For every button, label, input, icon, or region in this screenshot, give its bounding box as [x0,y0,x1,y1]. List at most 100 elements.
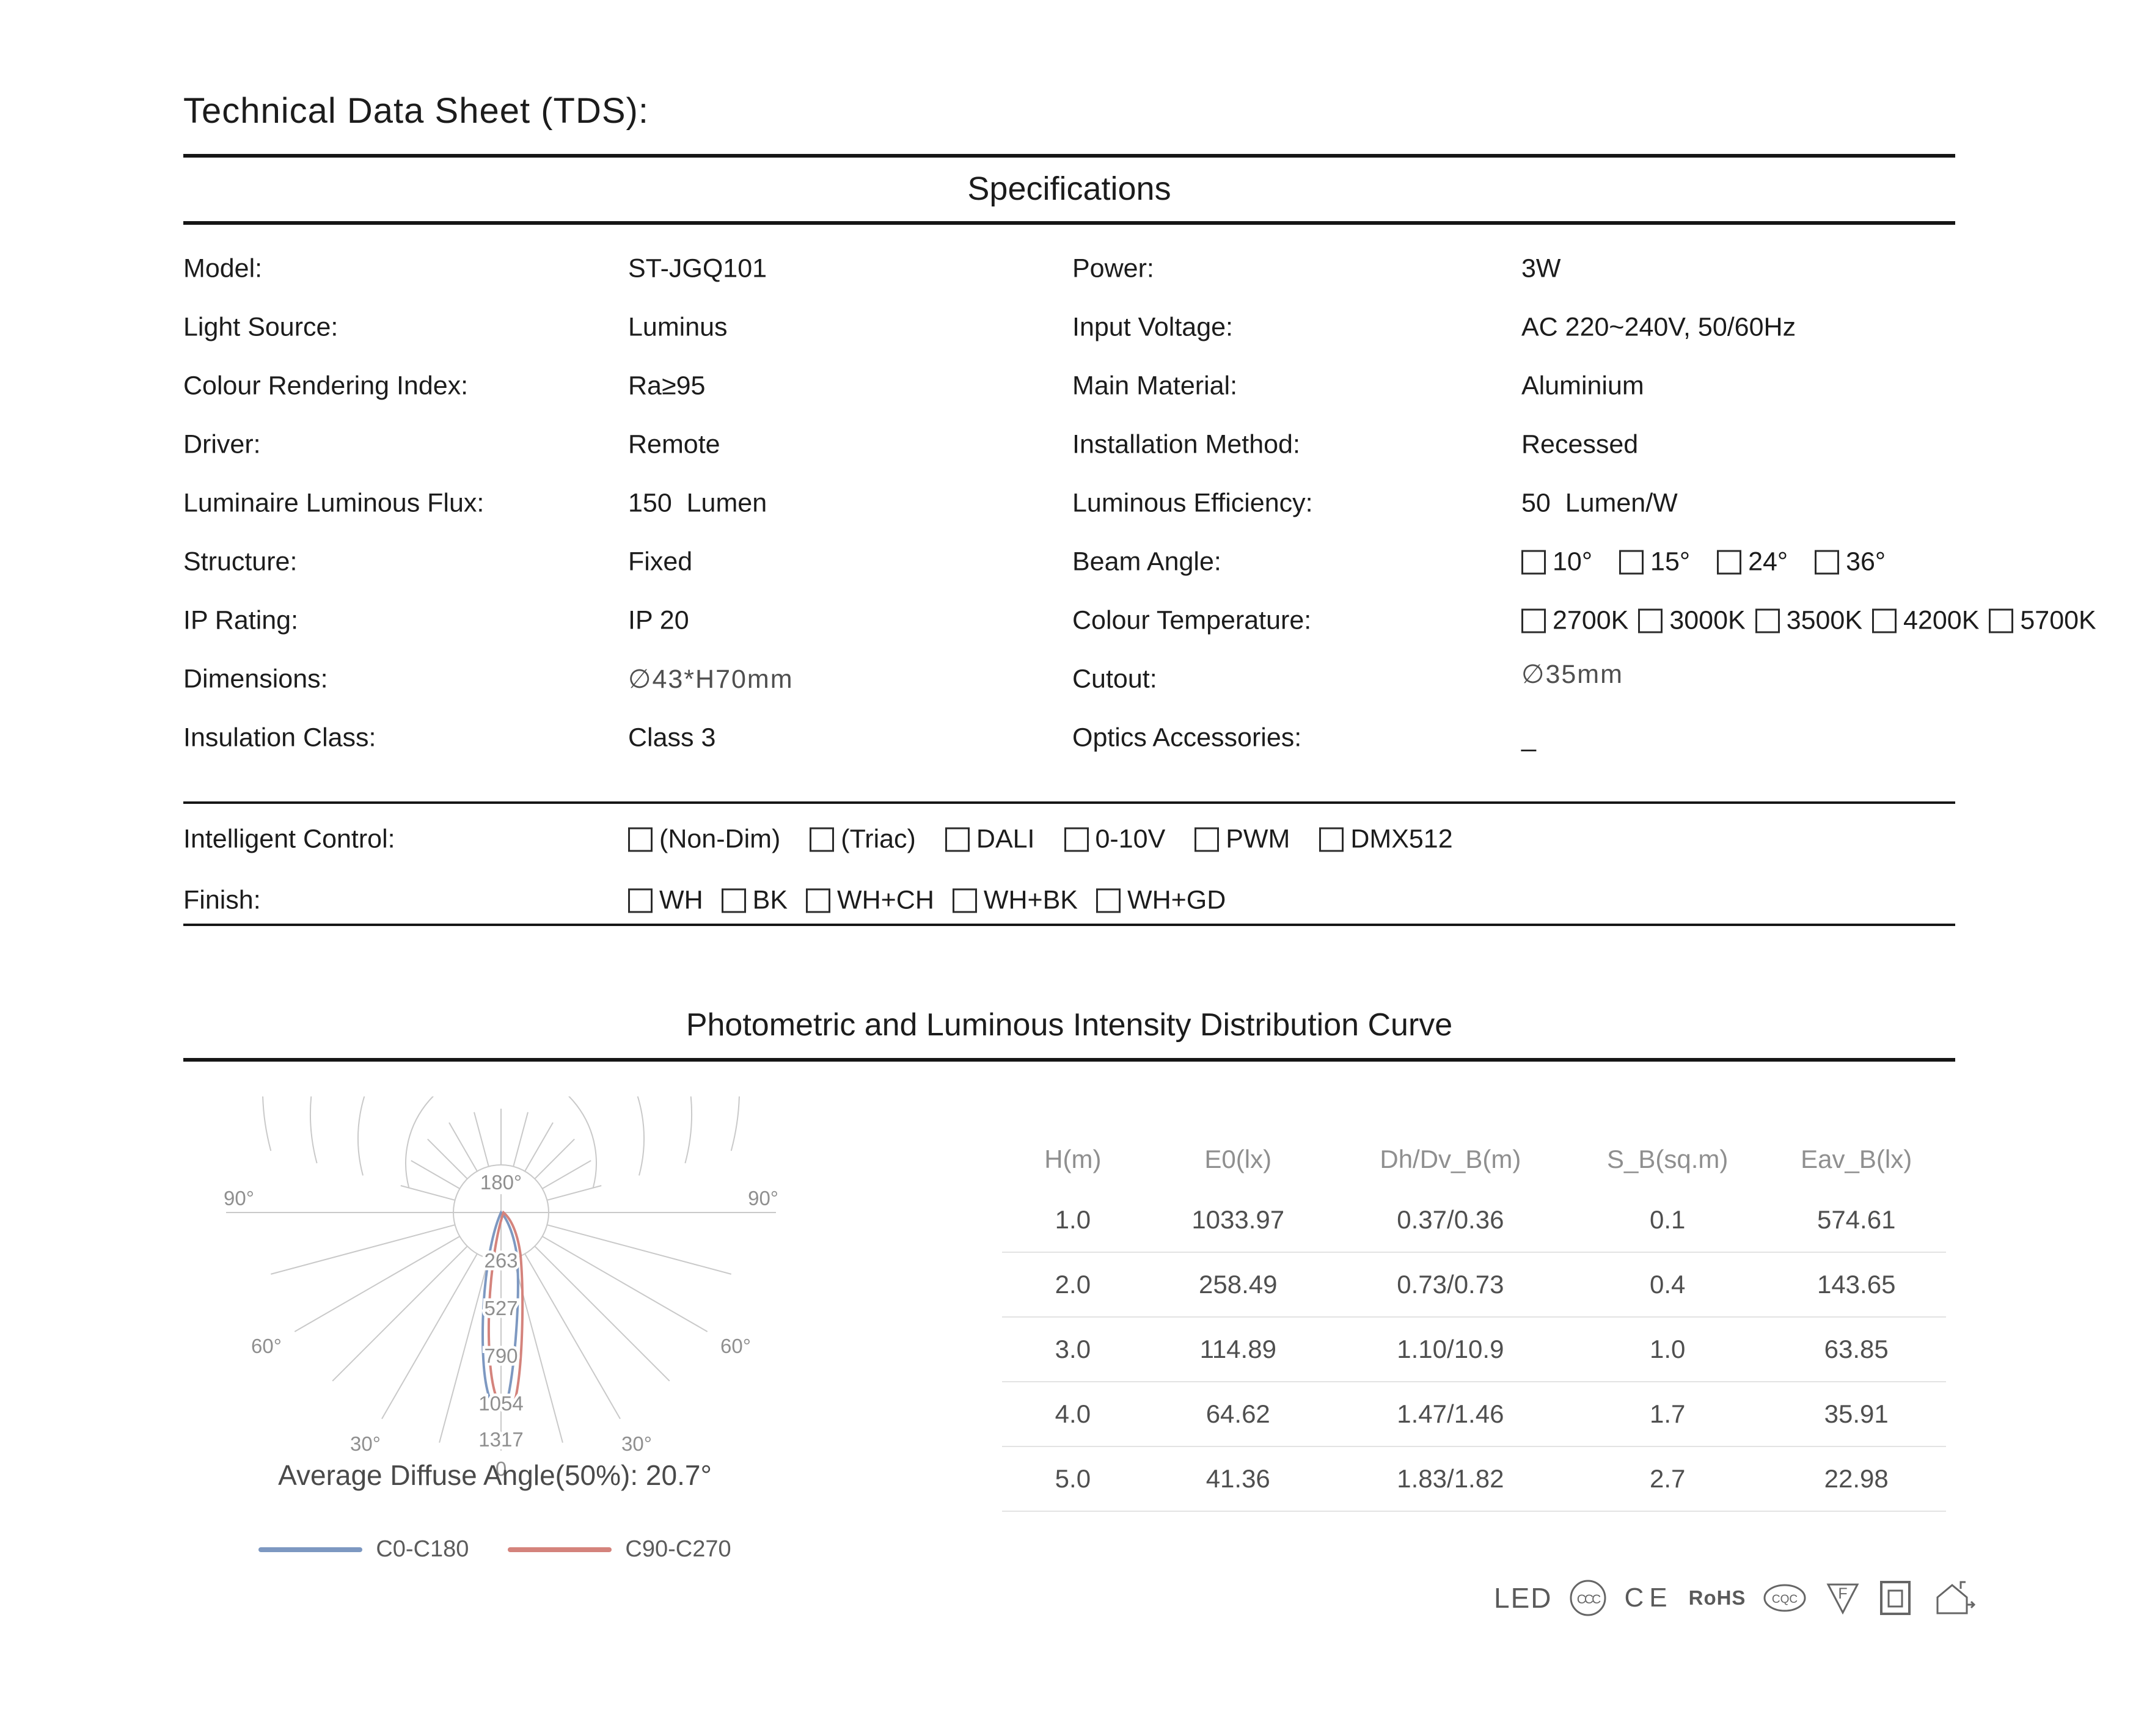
table-cell: 0.73/0.73 [1332,1253,1568,1318]
control-checkbox[interactable] [810,827,835,852]
finish-option: BK [721,886,788,916]
spec-value: 50 Lumen/W [1521,488,1678,518]
control-checkbox[interactable] [1319,827,1344,852]
finish-checkbox[interactable] [806,888,831,913]
rohs-label: RoHS [1688,1586,1746,1609]
spec-value: IP 20 [628,605,689,635]
control-checkbox[interactable] [1195,827,1220,852]
table-cell: 143.65 [1766,1253,1946,1318]
svg-text:CQC: CQC [1772,1593,1798,1606]
angle-label-90-right: 90° [748,1187,778,1209]
spec-label: Luminous Efficiency: [1072,488,1313,518]
certification-icons: LED CCC CE RoHS CQC F [1494,1575,1976,1621]
beam-angle-checkbox[interactable] [1521,550,1546,574]
table-cell: 1.10/10.9 [1332,1318,1568,1382]
control-option: (Non-Dim) [628,825,780,855]
curve-c90-c270 [487,1210,524,1410]
spec-value: 3W [1521,253,1561,283]
beam-angle-option: 24° [1717,547,1788,577]
table-cell: 41.36 [1143,1447,1333,1512]
spec-label: IP Rating: [183,605,299,635]
control-option: DMX512 [1319,825,1453,855]
divider [183,924,1955,926]
f-triangle-icon: F [1826,1583,1859,1615]
spec-value: Aluminium [1521,371,1644,401]
legend-label: C90-C270 [625,1536,731,1562]
ring-label-1317: 1317 [478,1428,523,1451]
table-cell: 258.49 [1143,1253,1333,1318]
finish-checkbox[interactable] [1096,888,1121,913]
angle-label-60-right: 60° [720,1335,751,1357]
spec-value: ST-JGQ101 [628,253,767,283]
colour-temperature-checkbox[interactable] [1872,608,1897,633]
spec-label: Main Material: [1072,371,1238,401]
colour-temperature-checkbox[interactable] [1638,608,1663,633]
spec-label: Driver: [183,429,261,459]
ccc-icon: CCC [1570,1580,1606,1616]
spec-value: Fixed [628,547,693,577]
spec-row-flux: Luminaire Luminous Flux: 150 Lumen Lumin… [183,474,2016,533]
spec-row-insulation-optics: Insulation Class: Class 3 Optics Accesso… [183,709,2016,767]
spec-row-cri: Colour Rendering Index: Ra≥95 Main Mater… [183,357,2016,415]
finish-checkbox[interactable] [721,888,746,913]
polar-intensity-chart: 180° 90° 90° 60° 60° 30° 30° 0 263 527 7… [196,850,794,1483]
spec-row-model: Model: ST-JGQ101 Power: 3W [183,239,2016,298]
table-cell: 1.0 [1568,1318,1767,1382]
spec-value: Luminus [628,312,728,342]
finish-option: WH [628,886,703,916]
beam-angle-checkbox[interactable] [1619,550,1644,574]
table-header: Eav_B(lx) [1801,1144,1912,1173]
table-cell: 22.98 [1766,1447,1946,1512]
control-checkbox[interactable] [628,827,653,852]
angle-label-60-left: 60° [251,1335,282,1357]
spec-row-ip-ct: IP Rating: IP 20 Colour Temperature: 270… [183,591,2096,650]
beam-angle-checkbox[interactable] [1815,550,1840,574]
table-cell: 2.7 [1568,1447,1767,1512]
table-cell: 3.0 [1002,1318,1144,1382]
table-cell: 4.0 [1002,1382,1144,1447]
colour-temperature-options: 2700K 3000K 3500K 4200K 5700K [1521,606,2096,636]
spec-label: Beam Angle: [1072,547,1221,577]
legend-line-icon [258,1547,363,1552]
table-cell: 0.1 [1568,1188,1767,1253]
colour-temperature-checkbox[interactable] [1755,608,1780,633]
divider [183,154,1955,158]
table-cell: 1033.97 [1143,1188,1333,1253]
ring-label-263: 263 [484,1249,518,1272]
legend-line-icon [508,1547,612,1552]
table-cell: 0.4 [1568,1253,1767,1318]
spec-row-light-source: Light Source: Luminus Input Voltage: AC … [183,298,2016,357]
colour-temperature-option: 4200K [1872,606,1979,636]
spec-value: AC 220~240V, 50/60Hz [1521,312,1796,342]
spec-label: Insulation Class: [183,723,376,753]
finish-checkbox[interactable] [628,888,653,913]
colour-temperature-option: 3000K [1638,606,1746,636]
beam-angle-checkbox[interactable] [1717,550,1742,574]
spec-label: Power: [1072,253,1154,283]
intelligent-control-options: (Non-Dim) (Triac) DALI 0-10V PWM DMX512 [628,825,1453,855]
ring-label-1054: 1054 [478,1392,523,1415]
spec-value: Class 3 [628,723,716,753]
ring-label-790: 790 [484,1344,518,1367]
photometric-title: Photometric and Luminous Intensity Distr… [686,1007,1453,1043]
beam-angle-option: 36° [1815,547,1886,577]
finish-row: Finish: WH BK WH+CH WH+BK WH+GD [183,871,2016,930]
control-checkbox[interactable] [1064,827,1089,852]
class-ii-icon [1880,1581,1911,1615]
control-checkbox[interactable] [945,827,970,852]
colour-temperature-checkbox[interactable] [1521,608,1546,633]
colour-temperature-checkbox[interactable] [1989,608,2014,633]
table-cell: 35.91 [1766,1382,1946,1447]
divider [183,221,1955,225]
control-option: (Triac) [810,825,916,855]
specifications-table: Model: ST-JGQ101 Power: 3W Light Source:… [183,239,2096,767]
spec-label: Input Voltage: [1072,312,1233,342]
control-option: DALI [945,825,1035,855]
angle-label-30-right: 30° [621,1432,652,1455]
finish-checkbox[interactable] [952,888,977,913]
table-cell: 63.85 [1766,1318,1946,1382]
house-icon [1936,1581,1976,1614]
table-header: H(m) [1044,1144,1102,1173]
spec-value: _ [1521,723,1536,753]
